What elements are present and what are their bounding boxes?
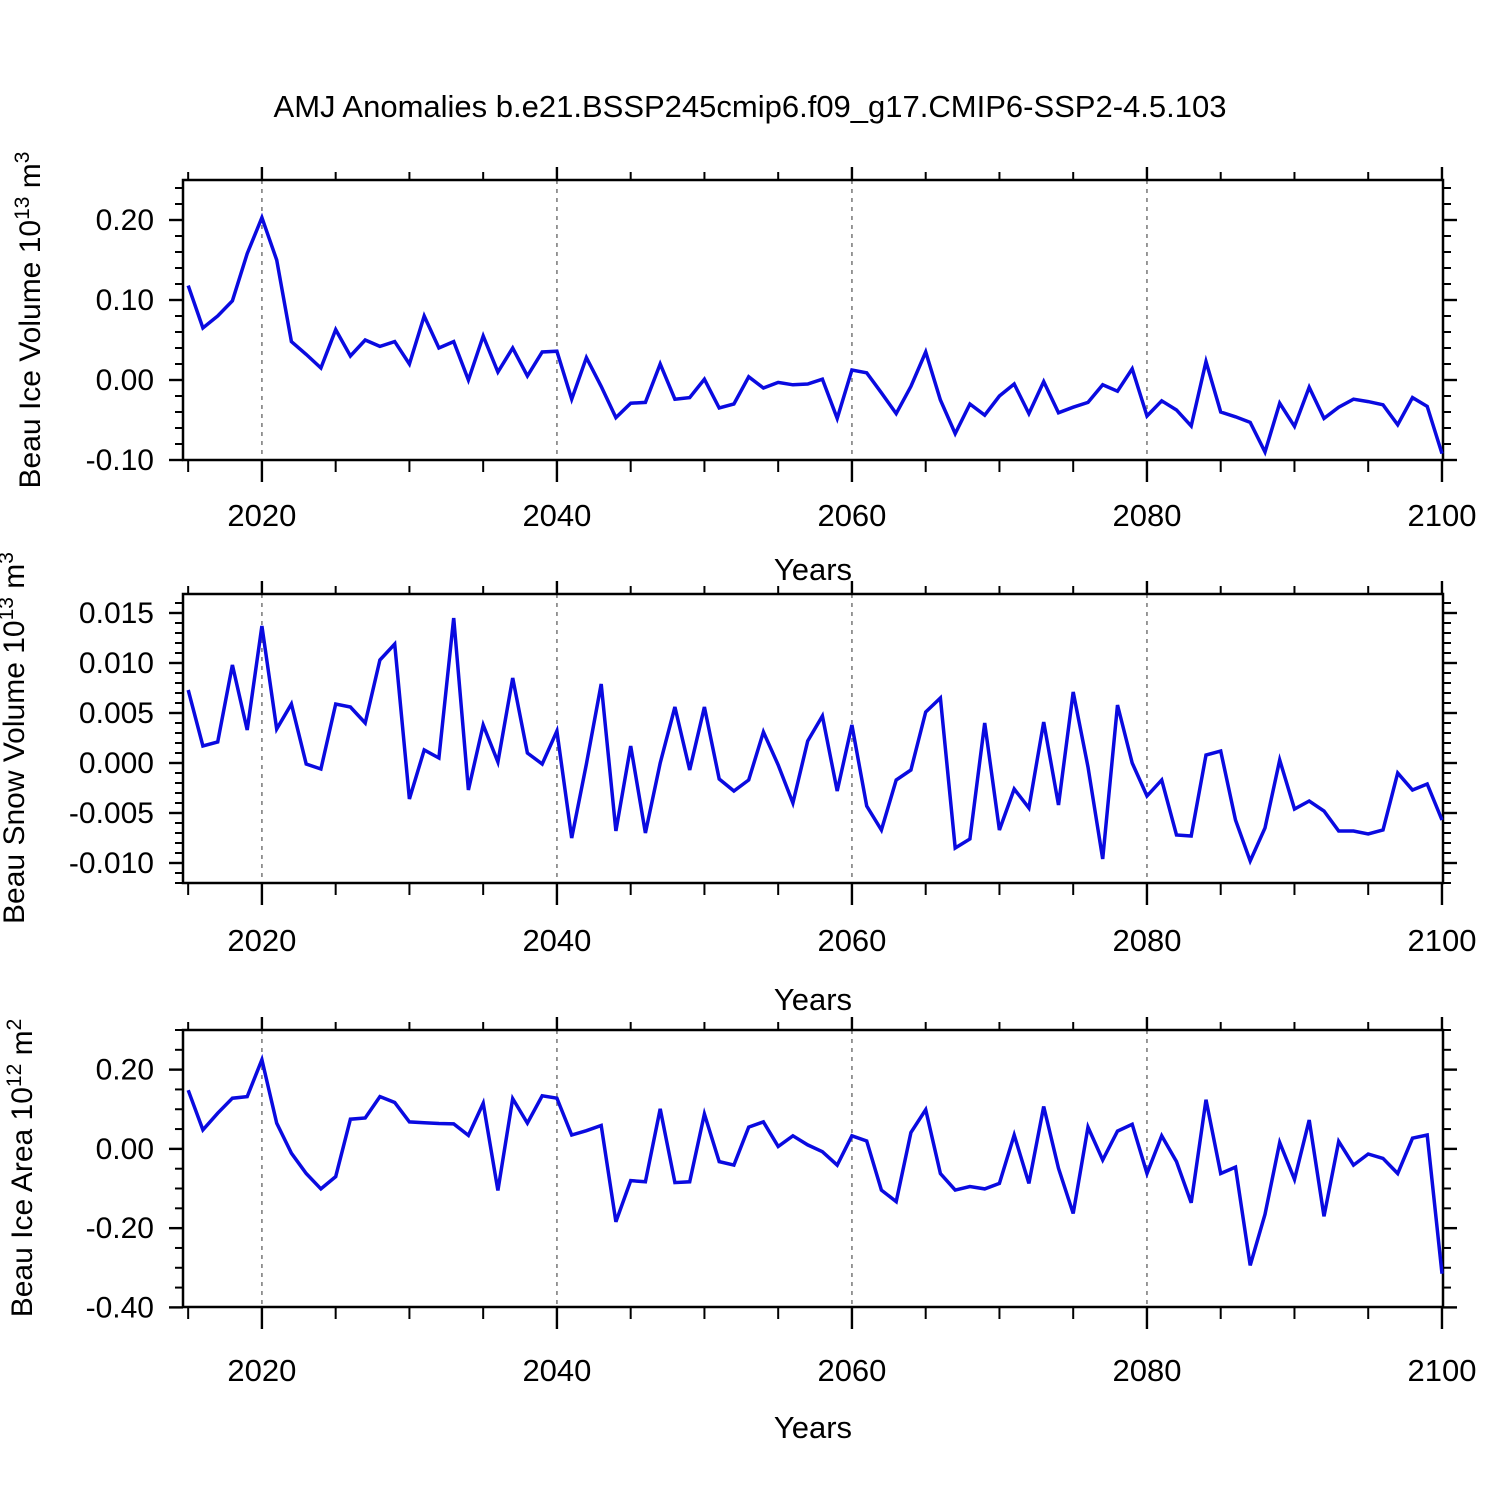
y-axis-title: Beau Ice Volume 1013​ m3​ [11, 152, 47, 489]
x-tick-label: 2040 [522, 498, 591, 533]
y-tick-label: -0.010 [69, 847, 154, 880]
x-axis-title: Years [774, 552, 852, 587]
x-axis-title: Years [774, 1410, 852, 1445]
y-tick-label: -0.40 [86, 1291, 154, 1324]
x-axis-title: Years [774, 982, 852, 1017]
y-tick-label: 0.00 [96, 364, 154, 397]
x-tick-label: 2060 [817, 1353, 886, 1388]
y-tick-label: 0.00 [96, 1133, 154, 1166]
plot-frame [181, 1028, 1445, 1309]
y-tick-label: -0.005 [69, 797, 154, 830]
plot-frame [181, 592, 1445, 885]
series-line-beau-ice-area [186, 1053, 1444, 1274]
y-tick-label: 0.10 [96, 284, 154, 317]
series-line-beau-snow-volume [186, 617, 1444, 866]
panel-beau-snow-volume: 2020 2040 2060 2080 2100 0.015 0.010 0.005 0.000… [0, 552, 1476, 1017]
y-axis-title: Beau Snow Volume 1013​ m3​ [0, 552, 31, 924]
y-tick-label: 0.000 [79, 747, 154, 780]
x-tick-label: 2100 [1407, 1353, 1476, 1388]
x-tick-label: 2020 [227, 1353, 296, 1388]
series-line-beau-ice-volume [186, 212, 1444, 457]
panel-beau-ice-area: 2020 2040 2060 2080 2100 0.20 0.00 -0.20 -0.40 Ye… [3, 1017, 1476, 1445]
y-tick-label: -0.10 [86, 444, 154, 477]
x-tick-label: 2080 [1112, 1353, 1181, 1388]
x-tick-label: 2040 [522, 1353, 591, 1388]
panels-group: 2020 2040 2060 2080 2100 0.20 0.10 0.00 -0.10 Yea… [0, 152, 1476, 1445]
x-tick-label: 2040 [522, 923, 591, 958]
x-tick-label: 2020 [227, 498, 296, 533]
x-tick-label: 2080 [1112, 923, 1181, 958]
plot-frame [181, 178, 1445, 462]
y-tick-label: 0.20 [96, 1054, 154, 1087]
chart-title: AMJ Anomalies b.e21.BSSP245cmip6.f09_g17… [274, 89, 1227, 124]
x-tick-label: 2060 [817, 923, 886, 958]
x-tick-label: 2020 [227, 923, 296, 958]
panel-beau-ice-volume: 2020 2040 2060 2080 2100 0.20 0.10 0.00 -0.10 Yea… [11, 152, 1476, 587]
y-tick-label: 0.005 [79, 697, 154, 730]
x-tick-label: 2060 [817, 498, 886, 533]
y-tick-label: 0.20 [96, 204, 154, 237]
x-tick-label: 2100 [1407, 923, 1476, 958]
x-tick-label: 2080 [1112, 498, 1181, 533]
y-tick-label: 0.015 [79, 597, 154, 630]
x-tick-label: 2100 [1407, 498, 1476, 533]
y-tick-label: -0.20 [86, 1212, 154, 1245]
y-tick-label: 0.010 [79, 647, 154, 680]
y-axis-title: Beau Ice Area 1012​ m2​ [3, 1019, 39, 1318]
